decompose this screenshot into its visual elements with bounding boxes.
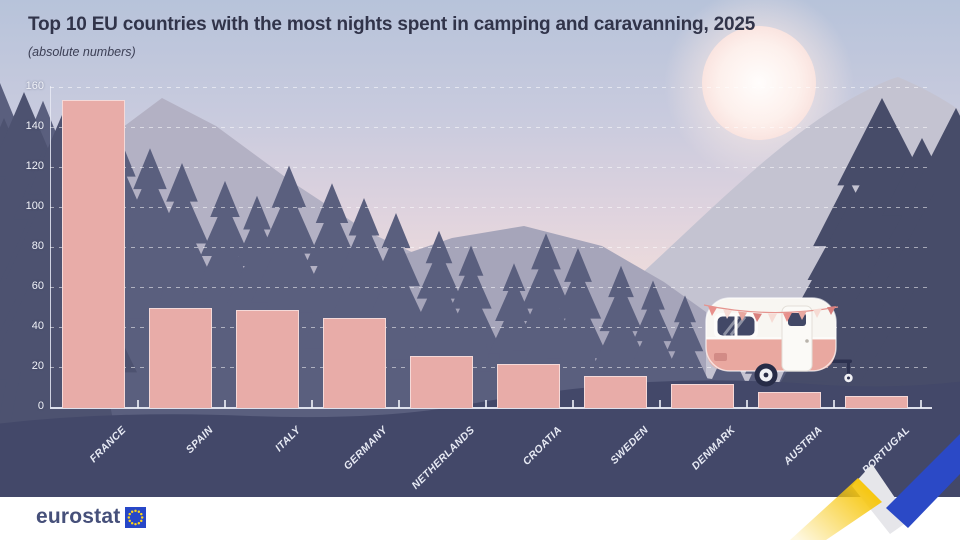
- y-axis-tick-label: 40: [31, 320, 44, 332]
- x-axis-tick: [920, 400, 922, 408]
- eu-flag-icon: [125, 506, 147, 528]
- bar-italy: [236, 310, 299, 408]
- x-axis-tick: [659, 400, 661, 408]
- gridline-160: [50, 87, 932, 89]
- bar-france: [62, 100, 125, 408]
- gridline-40: [50, 327, 932, 329]
- y-axis-tick-label: 20: [31, 360, 44, 372]
- bar-denmark: [671, 384, 734, 408]
- x-axis-tick: [485, 400, 487, 408]
- bar-croatia: [497, 364, 560, 408]
- caravan-illustration: [698, 293, 862, 393]
- eurostat-logo-text: eurostat: [36, 505, 121, 528]
- bar-germany: [323, 318, 386, 408]
- gridline-20: [50, 367, 932, 369]
- bar-spain: [149, 308, 212, 408]
- gridline-120: [50, 167, 932, 169]
- bar-portugal: [845, 396, 908, 408]
- gridline-140: [50, 127, 932, 129]
- x-axis-tick: [398, 400, 400, 408]
- gridline-60: [50, 287, 932, 289]
- x-axis-tick: [224, 400, 226, 408]
- y-axis-tick-label: 0: [37, 400, 44, 412]
- y-axis-tick-label: 100: [25, 200, 44, 212]
- x-axis-tick: [137, 400, 139, 408]
- bunting-string: [703, 304, 839, 314]
- y-axis-tick-label: 140: [25, 120, 44, 132]
- ribbon-yellow-band: [790, 478, 882, 540]
- caravan-trailer: [703, 297, 853, 387]
- x-axis-line: [50, 407, 932, 409]
- bar-sweden: [584, 376, 647, 408]
- y-axis-tick-label: 60: [31, 280, 44, 292]
- bunting-flags: [708, 306, 836, 323]
- y-axis-tick-label: 120: [25, 160, 44, 172]
- bar-austria: [758, 392, 821, 408]
- gridline-80: [50, 247, 932, 249]
- page-title: Top 10 EU countries with the most nights…: [28, 14, 756, 35]
- gridline-100: [50, 207, 932, 209]
- x-axis-tick: [746, 400, 748, 408]
- ribbon-blue-band: [886, 434, 960, 528]
- x-axis-tick: [833, 400, 835, 408]
- x-axis-tick: [572, 400, 574, 408]
- y-axis-tick-label: 160: [25, 80, 44, 92]
- y-axis-tick-label: 80: [31, 240, 44, 252]
- bar-netherlands: [410, 356, 473, 408]
- eurostat-logo: eurostat: [36, 505, 147, 529]
- page-subtitle: (absolute numbers): [28, 45, 136, 59]
- x-axis-tick: [311, 400, 313, 408]
